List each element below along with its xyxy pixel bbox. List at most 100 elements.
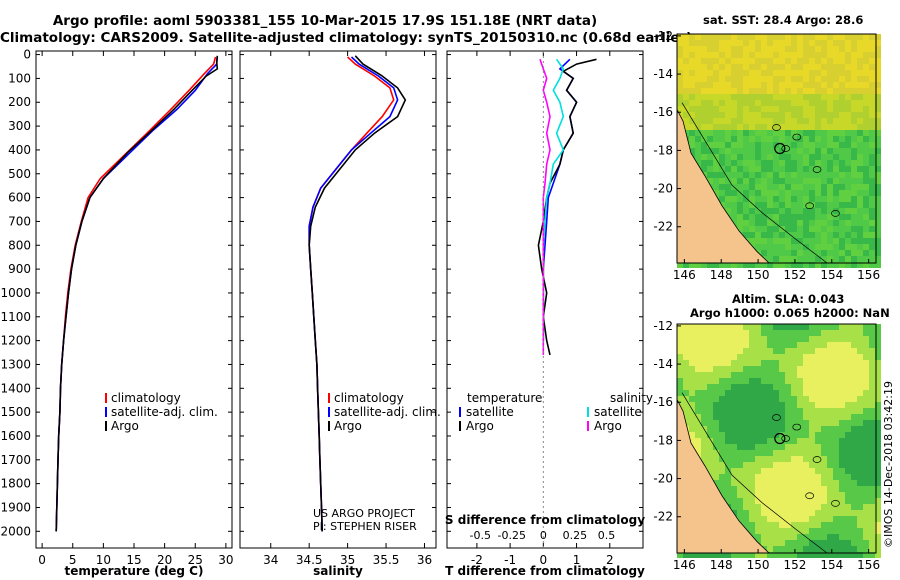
sst-map-cell [797,148,803,154]
difference-x-tick-label: 0 [540,553,548,567]
sst-map-lat-label: -22 [653,220,673,234]
sla-map-cell [731,354,737,360]
sst-map-cell [839,52,845,58]
sst-map-cell [797,118,803,124]
sst-map-cell [869,130,875,136]
sla-map-cell [749,552,755,558]
sst-map-cell [701,88,707,94]
sst-map-cell [755,148,761,154]
sst-map-cell [731,262,737,268]
sla-map-cell [815,342,821,348]
sla-map-cell [743,498,749,504]
sla-map-cell [701,348,707,354]
sst-map-cell [839,136,845,142]
salinity-legend-item: Argo [334,419,362,433]
sst-map-cell [869,40,875,46]
sla-map-cell [791,468,797,474]
sst-map-cell [749,148,755,154]
sla-map-cell [719,438,725,444]
sst-map-cell [797,238,803,244]
sla-map-cell [761,510,767,516]
reef-outline [812,456,822,463]
figure-title-line2: Climatology: CARS2009. Satellite-adjuste… [0,30,693,46]
sla-map-cell [743,336,749,342]
salinity-x-tick-label: 36 [417,553,432,567]
sla-map-cell [863,486,869,492]
sla-map-cell [797,492,803,498]
sst-map-cell [773,262,779,268]
sla-map-cell [743,330,749,336]
sla-map-cell [863,342,869,348]
sst-map-cell [833,238,839,244]
sst-map-cell [857,238,863,244]
sst-map-cell [779,154,785,160]
sla-map-cell [773,486,779,492]
sla-map-cell [857,480,863,486]
sst-map-cell [821,94,827,100]
sla-map-cell [785,510,791,516]
sla-map-cell [761,462,767,468]
sst-map-cell [857,34,863,40]
sst-map-cell [737,136,743,142]
sst-map-cell [797,256,803,262]
salinity-x-tick-label: 34 [263,553,278,567]
sla-map-cell [827,402,833,408]
sla-map-cell [695,360,701,366]
sst-map-cell [791,100,797,106]
sst-map-cell [845,40,851,46]
sla-map-cell [761,408,767,414]
sla-map-cell [683,402,689,408]
sla-map-cell [713,378,719,384]
sla-map-cell [809,414,815,420]
sla-map-cell [779,516,785,522]
sst-map-cell [815,130,821,136]
sla-map-cell [737,492,743,498]
sla-map-cell [761,444,767,450]
sst-map-cell [839,70,845,76]
sla-map-cell [833,438,839,444]
sla-map-cell [761,474,767,480]
sla-map-cell [749,372,755,378]
sst-map-cell [803,262,809,268]
sst-map-cell [851,58,857,64]
sst-map-cell [833,82,839,88]
sla-map-cell [767,354,773,360]
sla-map-cell [845,444,851,450]
sst-map-cell [803,160,809,166]
sst-map-cell [845,64,851,70]
sst-map-cell [767,202,773,208]
sst-map-cell [743,58,749,64]
sla-map-cell [827,354,833,360]
sst-map-cell [779,94,785,100]
sst-map-cell [743,232,749,238]
sst-map-cell [791,172,797,178]
sla-map-cell [803,468,809,474]
sla-map-cell [869,336,875,342]
sla-map-cell [761,516,767,522]
sst-map-cell [821,226,827,232]
sst-map-cell [809,40,815,46]
reef-outline [772,124,781,131]
sla-map-cell [797,378,803,384]
sst-map-cell [779,244,785,250]
sst-map-cell [797,178,803,184]
argo-position-marker [774,432,786,445]
sla-map-cell [803,408,809,414]
sst-map-cell [869,214,875,220]
sst-map-cell [821,256,827,262]
sla-map-cell [857,510,863,516]
sst-map-cell [785,178,791,184]
sla-map-cell [761,336,767,342]
sst-map-cell [713,46,719,52]
sla-map-cell [779,384,785,390]
sst-map-cell [743,40,749,46]
sla-map-cell [695,438,701,444]
sla-map-cell [833,378,839,384]
sst-map-cell [683,94,689,100]
sst-map-cell [833,232,839,238]
sst-map-cell [707,148,713,154]
sla-map-cell [701,432,707,438]
sla-map-cell [677,384,683,390]
sst-map-cell [833,256,839,262]
